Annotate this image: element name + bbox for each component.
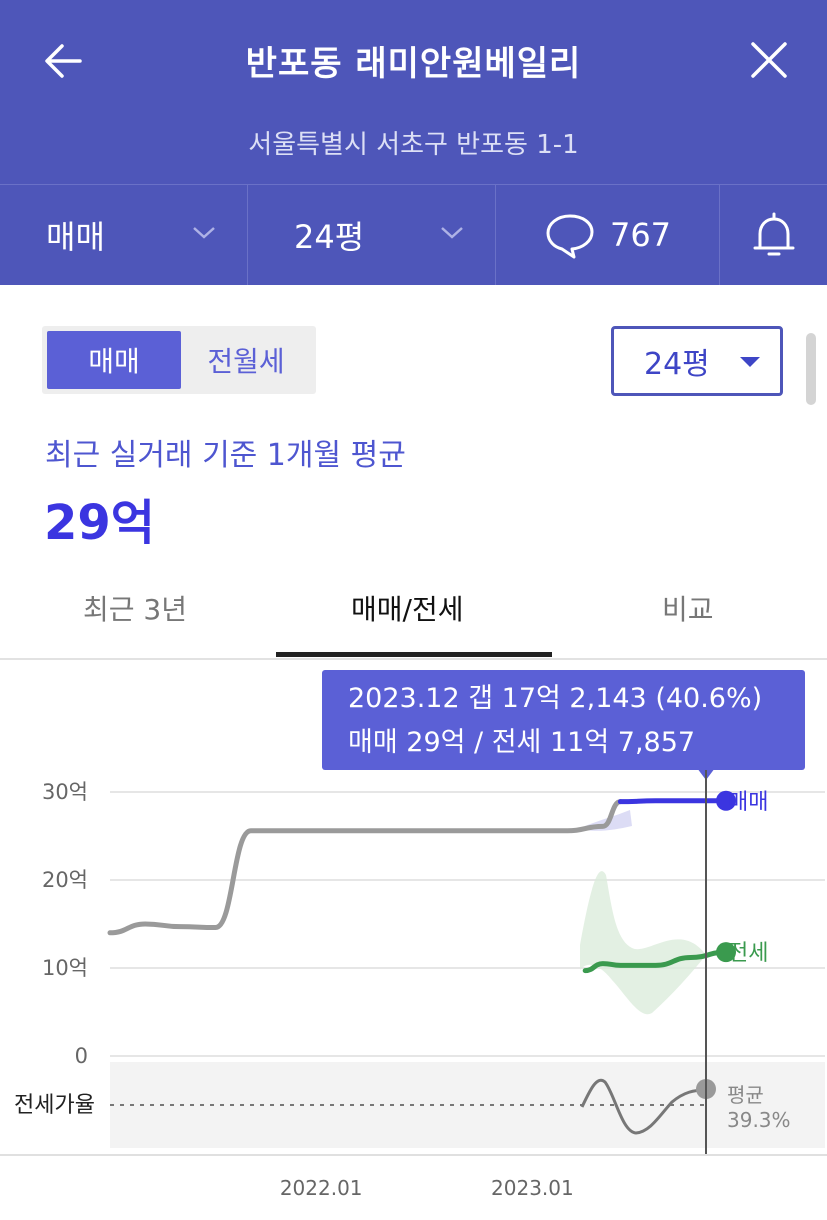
ratio-curve bbox=[580, 1078, 707, 1135]
close-button[interactable] bbox=[745, 36, 793, 84]
app-header: 반포동 래미안원베일리 서울특별시 서초구 반포동 1-1 매매 24평 767 bbox=[0, 0, 827, 285]
back-arrow-icon bbox=[45, 44, 82, 78]
chat-bubble-icon bbox=[546, 214, 594, 259]
tab-sale-jeonse[interactable]: 매매/전세 bbox=[351, 593, 464, 626]
header-tabbar: 매매 24평 767 bbox=[0, 184, 827, 285]
address: 서울특별시 서초구 반포동 1-1 bbox=[248, 130, 579, 160]
jeonse-end-point[interactable] bbox=[716, 942, 736, 963]
ratio-band bbox=[110, 1062, 825, 1148]
jeonse-series-line bbox=[582, 949, 729, 974]
bell-icon bbox=[753, 212, 794, 256]
y-tick-label: 10억 bbox=[42, 956, 88, 980]
y-tick-label: 30억 bbox=[42, 780, 88, 804]
comment-count: 767 bbox=[609, 216, 672, 254]
sale-history-line bbox=[107, 799, 623, 936]
sale-series-line bbox=[617, 798, 729, 805]
chart-tooltip: 2023.12 갭 17억 2,143 (40.6%) 매매 29억 / 전세 … bbox=[322, 670, 805, 770]
chart-tabs: 최근 3년 매매/전세 비교 bbox=[0, 570, 827, 660]
toggle-rent[interactable]: 전월세 bbox=[207, 345, 285, 378]
tooltip-line2: 매매 29억 / 전세 11억 7,857 bbox=[348, 727, 696, 758]
deal-type-label: 매매 bbox=[46, 218, 105, 256]
size-label: 24평 bbox=[294, 218, 365, 256]
ratio-label: 전세가율 bbox=[14, 1093, 95, 1118]
jeonse-series-label: 전세 bbox=[728, 941, 768, 966]
caret-down-icon bbox=[740, 357, 760, 367]
alarm-button[interactable] bbox=[720, 185, 827, 285]
comments-button[interactable]: 767 bbox=[496, 185, 720, 285]
x-tick-label: 2023.01 bbox=[491, 1176, 574, 1200]
page-title: 반포동 래미안원베일리 bbox=[245, 44, 582, 84]
ratio-avg-label: 평균 bbox=[727, 1083, 764, 1107]
deal-type-toggle: 매매 전월세 bbox=[42, 326, 316, 394]
chevron-down-icon bbox=[193, 227, 215, 239]
x-tick-label: 2022.01 bbox=[280, 1176, 363, 1200]
close-icon bbox=[751, 42, 787, 78]
y-tick-label: 20억 bbox=[42, 868, 88, 892]
tooltip-line1: 2023.12 갭 17억 2,143 (40.6%) bbox=[348, 683, 763, 714]
active-tab-indicator bbox=[276, 652, 552, 657]
toggle-sale[interactable]: 매매 bbox=[47, 331, 181, 389]
y-tick-label: 0 bbox=[75, 1044, 88, 1068]
size-dropdown[interactable]: 24평 bbox=[248, 185, 496, 285]
average-price: 29억 bbox=[44, 495, 155, 551]
deal-type-dropdown[interactable]: 매매 bbox=[0, 185, 248, 285]
average-label: 최근 실거래 기준 1개월 평균 bbox=[45, 438, 406, 473]
chevron-down-icon bbox=[441, 227, 463, 239]
sale-end-point[interactable] bbox=[716, 790, 736, 811]
tab-compare[interactable]: 비교 bbox=[662, 593, 714, 626]
size-select-value: 24평 bbox=[644, 347, 710, 382]
sale-series-label: 매매 bbox=[728, 790, 768, 815]
jeonse-range-band bbox=[580, 871, 706, 1015]
back-button[interactable] bbox=[40, 38, 88, 86]
scrollbar[interactable] bbox=[806, 333, 816, 405]
size-select[interactable]: 24평 bbox=[611, 326, 783, 396]
tab-recent-3y[interactable]: 최근 3년 bbox=[83, 593, 187, 626]
ratio-avg-value: 39.3% bbox=[727, 1108, 791, 1132]
